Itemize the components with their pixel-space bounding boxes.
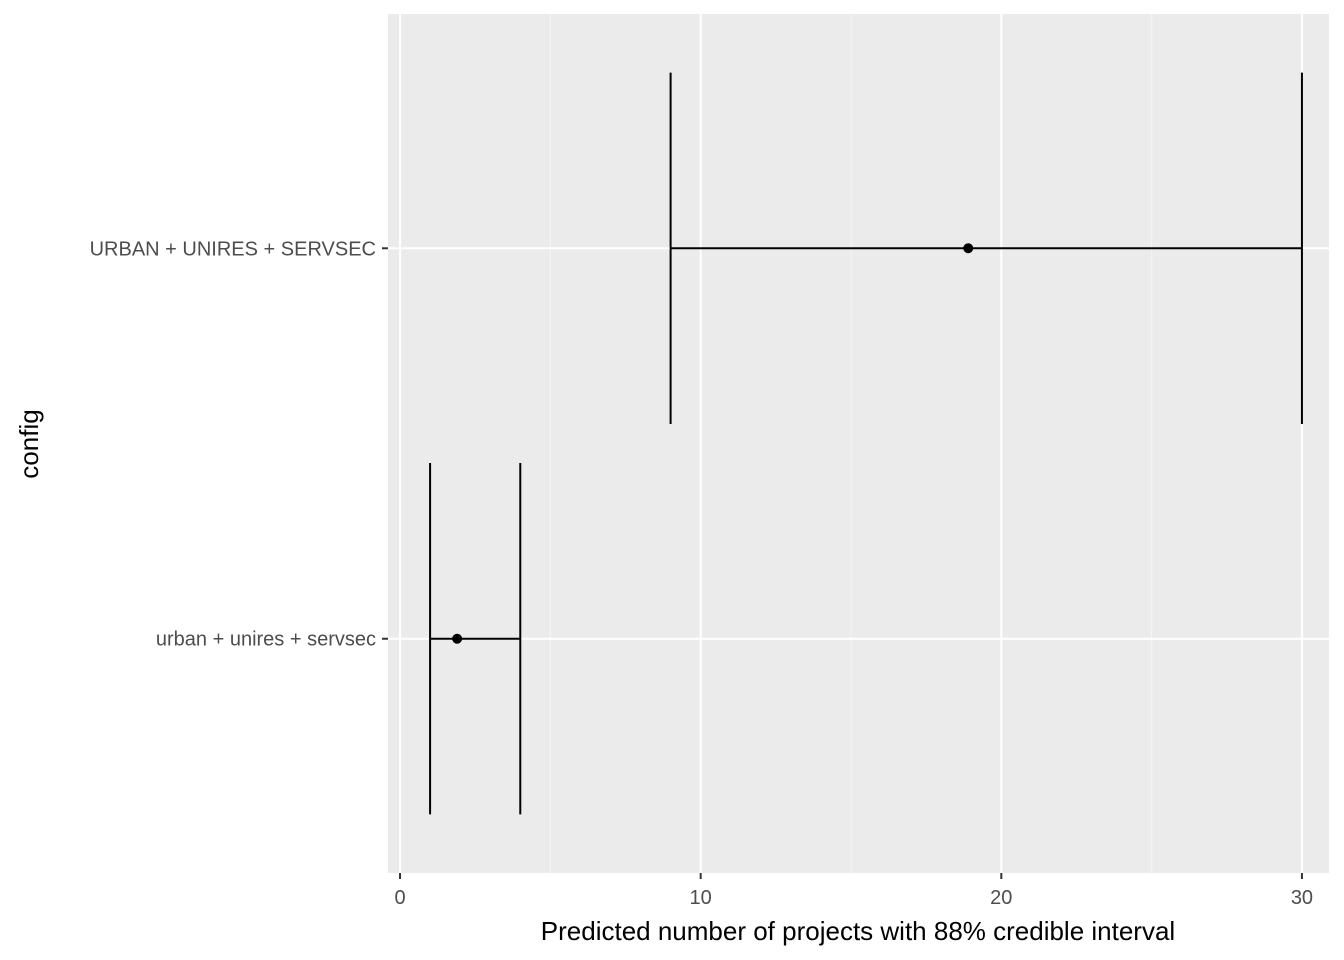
- grid-minor: [549, 14, 1153, 873]
- y-tick-label: URBAN + UNIRES + SERVSEC: [90, 238, 376, 260]
- x-tick-label: 20: [990, 887, 1012, 909]
- panel-background: [388, 14, 1329, 873]
- estimate-point: [452, 633, 463, 644]
- x-axis-title: Predicted number of projects with 88% cr…: [541, 916, 1175, 946]
- x-axis: 0 10 20 30: [394, 873, 1313, 909]
- estimate-point: [963, 243, 974, 254]
- y-axis-title: config: [14, 409, 44, 478]
- x-tick-label: 0: [394, 887, 405, 909]
- y-tick-label: urban + unires + servsec: [156, 629, 376, 651]
- y-axis: urban + unires + servsec URBAN + UNIRES +…: [90, 238, 388, 651]
- x-tick-label: 10: [690, 887, 712, 909]
- chart-marks: [429, 72, 1303, 815]
- x-tick-label: 30: [1291, 887, 1313, 909]
